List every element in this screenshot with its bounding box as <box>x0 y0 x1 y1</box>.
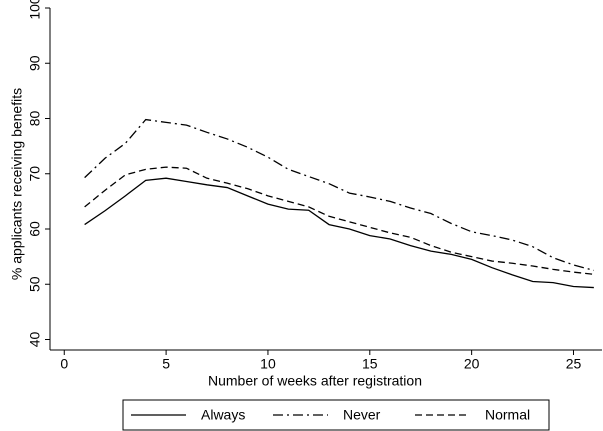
y-tick-label: 80 <box>27 111 43 127</box>
series-line <box>84 118 595 272</box>
x-tick-label: 15 <box>362 356 378 372</box>
series-line <box>84 177 594 289</box>
series-line <box>84 166 594 275</box>
x-tick-label: 10 <box>260 356 276 372</box>
legend-label: Never <box>343 407 381 423</box>
y-tick-label: 60 <box>27 221 43 237</box>
x-tick-label: 25 <box>566 356 582 372</box>
legend-label: Normal <box>485 407 530 423</box>
y-axis-label: % applicants receiving benefits <box>9 88 25 280</box>
y-tick-label: 100 <box>27 0 43 20</box>
y-tick-label: 40 <box>27 332 43 348</box>
x-tick-label: 5 <box>162 356 170 372</box>
y-tick-label: 50 <box>27 276 43 292</box>
x-axis-label: Number of weeks after registration <box>208 373 422 389</box>
x-tick-label: 20 <box>464 356 480 372</box>
y-tick-label: 70 <box>27 166 43 182</box>
legend-label: Always <box>201 407 245 423</box>
legend-box <box>122 399 550 431</box>
y-tick-label: 90 <box>27 55 43 71</box>
x-tick-label: 0 <box>60 356 68 372</box>
